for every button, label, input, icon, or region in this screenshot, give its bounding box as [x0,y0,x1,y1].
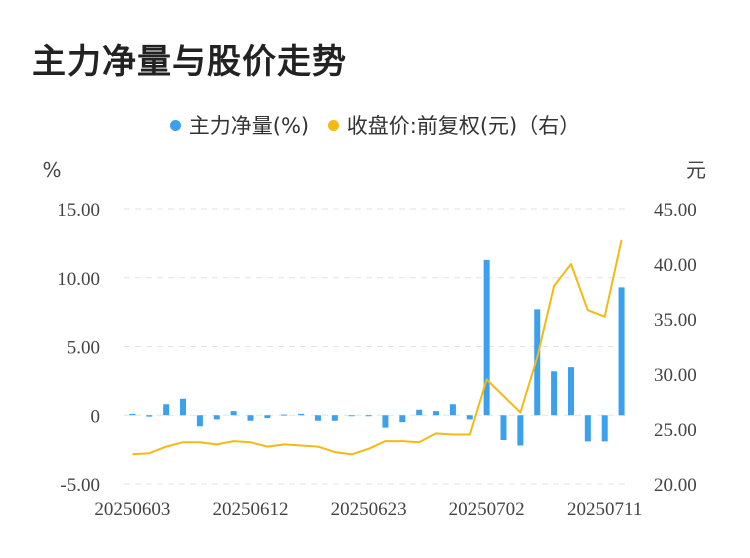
bar [163,404,170,416]
bar [331,415,338,421]
right-tick-label: 45.00 [654,200,697,221]
bar [213,415,220,420]
bar [466,415,473,420]
right-axis-ticks: 45.00 40.00 35.00 30.00 25.00 20.00 [654,200,697,496]
legend-dot-close-price [327,119,339,131]
left-axis-unit: % [42,158,61,182]
x-tick-label: 20250623 [331,499,407,520]
x-tick-label: 20250612 [213,499,289,520]
bar [314,415,321,421]
legend-item-close-price[interactable]: 收盘价:前复权(元)（右） [327,110,581,140]
x-tick-label: 20250603 [94,499,170,520]
legend: 主力净量(%) 收盘价:前复权(元)（右） [0,110,750,140]
left-tick-label: 10.00 [57,269,100,290]
bar [534,309,541,416]
left-tick-label: 5.00 [67,338,100,359]
x-tick-label: 20250711 [567,499,642,520]
bar [129,413,136,416]
legend-label-net-flow: 主力净量(%) [188,114,310,138]
bar [247,415,254,421]
line-series [132,239,623,456]
legend-item-net-flow[interactable]: 主力净量(%) [169,110,310,140]
bar [551,371,558,416]
chart-title: 主力净量与股价走势 [32,42,347,82]
bar [584,415,591,442]
bar [416,409,423,416]
left-tick-label: -5.00 [60,475,100,496]
right-tick-label: 25.00 [654,420,697,441]
bar [196,415,203,427]
bar [433,411,440,416]
bar [399,415,406,423]
right-tick-label: 20.00 [654,475,697,496]
bar [230,411,237,416]
x-tick-label: 20250702 [449,499,525,520]
bar [601,415,608,442]
bar [517,415,524,446]
bar [264,415,271,418]
bar [567,367,574,416]
bar [348,415,355,417]
bar [365,415,372,417]
left-tick-label: 15.00 [57,200,100,221]
bar [618,287,625,416]
right-axis-unit: 元 [686,158,706,182]
bar [500,415,507,440]
bar [298,413,305,416]
bar [180,398,187,416]
right-tick-label: 35.00 [654,310,697,331]
bar [483,259,490,416]
bar [146,415,153,417]
right-tick-label: 40.00 [654,255,697,276]
bar [382,415,389,428]
grid-lines [124,208,630,485]
legend-label-close-price: 收盘价:前复权(元)（右） [346,114,581,138]
bar [449,404,456,416]
left-axis-ticks: 15.00 10.00 5.00 0 -5.00 [57,200,100,496]
right-tick-label: 30.00 [654,365,697,386]
bar [281,414,288,416]
bar-series [129,259,625,446]
x-axis-ticks: 20250603 20250612 20250623 20250702 20250711 [94,499,642,520]
left-tick-label: 0 [91,406,101,427]
legend-dot-net-flow [169,119,181,131]
close-price-line [132,239,623,456]
